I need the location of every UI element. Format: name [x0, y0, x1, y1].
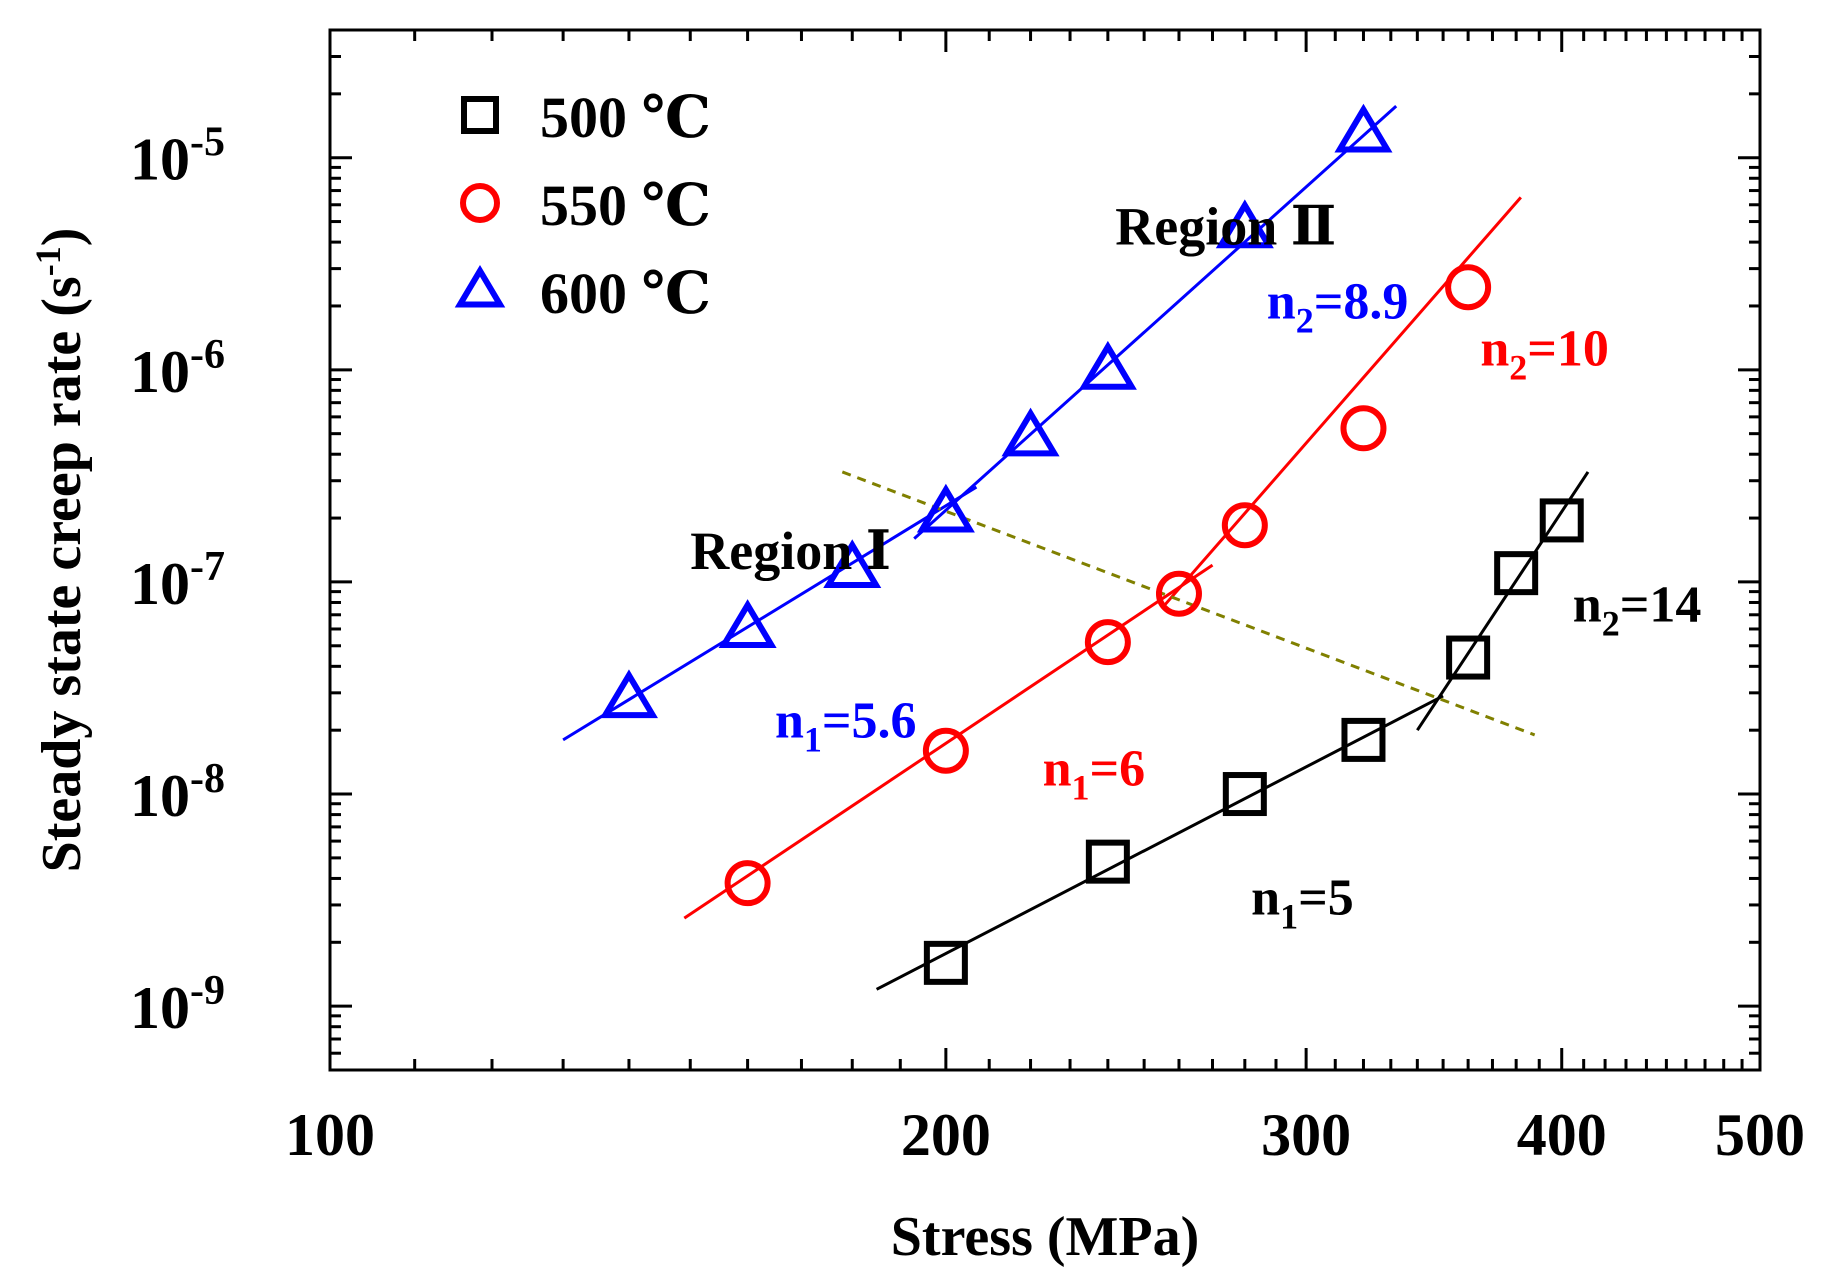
fit-line	[1160, 196, 1522, 610]
y-tick-base: 10	[130, 551, 190, 617]
data-point-triangle	[916, 483, 975, 533]
x-tick-label: 300	[1261, 1102, 1351, 1168]
x-tick-label: 500	[1715, 1102, 1805, 1168]
region-2-label: Region Ⅱ	[1115, 196, 1336, 256]
data-point-circle	[724, 860, 771, 907]
data-point-circle	[1155, 570, 1202, 617]
y-tick-label: 10-9	[130, 968, 225, 1041]
legend-label: 550 ℃	[540, 173, 711, 238]
data-markers	[599, 103, 1584, 985]
n-subscript: 2	[1602, 604, 1620, 644]
n1-500-label: n1=5	[1251, 870, 1354, 937]
data-point-circle	[1221, 502, 1268, 549]
data-point-square	[1341, 717, 1386, 762]
n2-500-label: n2=14	[1573, 577, 1702, 644]
n-base: n	[1480, 320, 1509, 377]
n-subscript: 1	[1072, 767, 1090, 807]
fit-line	[875, 694, 1444, 991]
data-point-circle	[1340, 405, 1387, 452]
y-tick-label: 10-7	[130, 544, 225, 617]
y-axis-title-close: )	[31, 228, 93, 247]
y-axis-title-sup: -1	[28, 246, 68, 276]
n-subscript: 1	[804, 719, 822, 759]
plot-frame	[328, 28, 1762, 1072]
data-point-square	[1085, 839, 1130, 884]
legend-label: 500 ℃	[540, 85, 711, 150]
x-tick-label: 400	[1517, 1102, 1607, 1168]
y-tick-label: 10-5	[130, 120, 225, 193]
y-axis-title: Steady state creep rate (s-1)	[28, 228, 93, 873]
data-point-circle	[1445, 264, 1492, 311]
y-tick-exponent: -5	[190, 120, 225, 166]
data-point-square	[923, 940, 968, 985]
fit-line	[913, 105, 1398, 540]
fit-lines	[562, 105, 1590, 991]
y-tick-exponent: -7	[190, 544, 225, 590]
fit-line	[683, 563, 1214, 920]
legend-marker-square	[461, 96, 499, 134]
y-tick-exponent: -6	[190, 332, 225, 378]
n-base: n	[1251, 870, 1280, 927]
legend-label: 600 ℃	[540, 261, 711, 326]
data-point-square	[1539, 498, 1584, 543]
legend: 500 ℃ 550 ℃ 600 ℃	[454, 85, 711, 326]
data-point-square	[1446, 635, 1491, 680]
n2-550-label: n2=10	[1480, 320, 1609, 387]
y-tick-label: 10-8	[130, 756, 225, 829]
y-tick-base: 10	[130, 339, 190, 405]
data-point-square	[1222, 772, 1267, 817]
y-tick-base: 10	[130, 975, 190, 1041]
y-axis-title-main: Steady state creep rate (s	[31, 276, 93, 872]
n-subscript: 1	[1280, 897, 1298, 937]
data-point-square	[1494, 551, 1539, 596]
n-base: n	[775, 692, 804, 749]
region-1-label: Region Ⅰ	[690, 521, 891, 581]
region-boundary-line	[841, 470, 1536, 737]
region-boundary	[841, 470, 1536, 737]
y-tick-base: 10	[130, 127, 190, 193]
data-point-triangle	[823, 539, 882, 589]
n-value: =5	[1298, 870, 1354, 927]
n-value: =8.9	[1314, 273, 1409, 330]
y-tick-label: 10-6	[130, 332, 225, 405]
n-subscript: 2	[1296, 300, 1314, 340]
n-subscript: 2	[1509, 347, 1527, 387]
n1-550-label: n1=6	[1043, 740, 1146, 807]
n-value: =14	[1620, 577, 1702, 634]
n1-600-label: n1=5.6	[775, 692, 917, 759]
data-point-triangle	[1078, 340, 1137, 390]
n2-600-label: n2=8.9	[1267, 273, 1409, 340]
n-value: =5.6	[822, 692, 917, 749]
n-base: n	[1573, 577, 1602, 634]
n-value: =10	[1527, 320, 1609, 377]
fit-line	[1416, 471, 1590, 732]
x-axis-title: Stress (MPa)	[891, 1206, 1199, 1268]
n-base: n	[1267, 273, 1296, 330]
y-tick-exponent: -9	[190, 968, 225, 1014]
n-base: n	[1043, 740, 1072, 797]
data-point-triangle	[718, 599, 777, 648]
data-point-triangle	[1001, 407, 1060, 457]
x-tick-label: 100	[285, 1102, 375, 1168]
data-point-circle	[1084, 619, 1131, 666]
data-point-triangle	[1334, 103, 1393, 153]
fit-line	[562, 485, 978, 742]
n-value: =6	[1090, 740, 1146, 797]
legend-marker-circle	[460, 183, 500, 223]
y-tick-exponent: -8	[190, 756, 225, 802]
data-point-triangle	[599, 669, 658, 719]
data-point-circle	[922, 727, 969, 774]
x-tick-label: 200	[901, 1102, 991, 1168]
axis-ticks	[328, 28, 1762, 1072]
data-point-triangle	[1215, 199, 1274, 249]
legend-marker-triangle	[454, 264, 506, 308]
y-tick-base: 10	[130, 763, 190, 829]
